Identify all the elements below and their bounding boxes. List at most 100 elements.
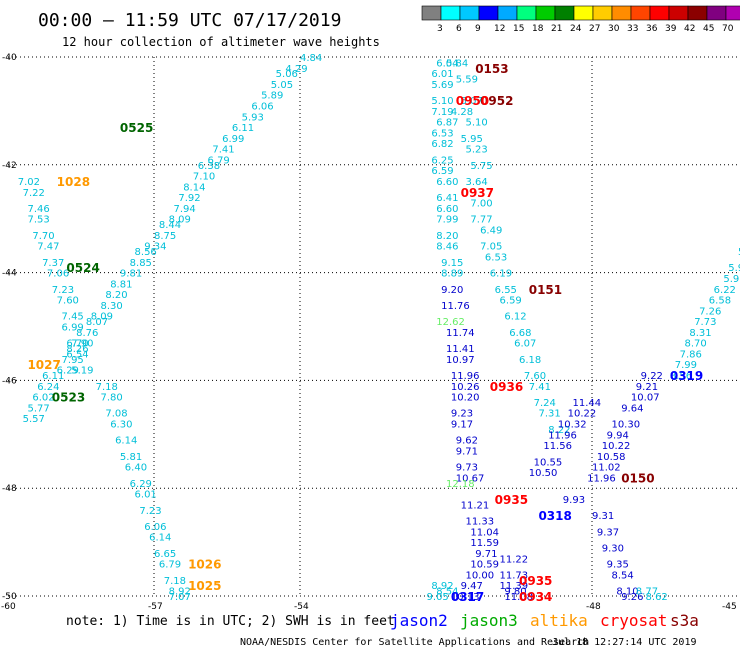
satellite-name: s3a [670,611,699,630]
wave-height-value: 7.05 [480,242,502,253]
wave-height-value: 8.09 [169,215,191,226]
wave-height-value: 6.12 [504,312,526,323]
wave-height-value: 11.02 [592,463,621,474]
wave-height-value: 7.80 [100,393,122,404]
legend-swatch [459,5,480,21]
wave-height-value: 7.41 [212,145,234,156]
pass-time-label: 0150 [621,471,654,485]
wave-height-value: 12.18 [446,479,475,490]
legend-swatch [421,5,442,21]
wave-height-value: 8.22 [548,425,570,436]
wave-height-value: 5.84 [446,58,468,69]
wave-height-value: 12.62 [436,317,465,328]
wave-height-points: 4.844.295.065.055.896.065.936.116.997.41… [18,53,740,603]
chart-subtitle: 12 hour collection of altimeter wave hei… [62,35,380,49]
wave-height-value: 6.79 [159,560,181,571]
legend-label: 15 [513,24,524,34]
wave-height-value: 8.56 [670,371,692,382]
wave-height-value: 6.11 [232,123,254,134]
wave-height-value: 8.07 [86,317,108,328]
wave-height-value: 6.58 [709,296,731,307]
wave-height-value: 10.22 [602,441,631,452]
y-tick-label: -40 [2,53,17,63]
wave-height-value: 7.24 [534,398,556,409]
legend-label: 21 [551,24,562,34]
wave-height-value: 8.20 [105,290,127,301]
wave-height-value: 7.00 [470,199,492,210]
legend-label: 42 [684,24,695,34]
wave-height-value: 10.26 [451,382,480,393]
wave-height-value: 8.09 [91,312,113,323]
wave-height-value: 7.06 [47,269,69,280]
wave-height-value: 10.58 [597,452,626,463]
legend-label: 27 [589,24,600,34]
legend-swatch [611,5,632,21]
wave-height-value: 8.20 [436,231,458,242]
wave-height-value: 6.49 [480,225,502,236]
wave-height-value: 5.23 [465,145,487,156]
wave-height-value: 5.59 [456,75,478,86]
wave-height-value: 8.89 [441,269,463,280]
wave-height-value: 7.46 [27,204,49,215]
wave-height-value: 9.37 [597,527,619,538]
wave-height-value: 7.31 [538,409,560,420]
pass-time-label: 0952 [480,94,513,108]
wave-height-value: 7.23 [139,506,161,517]
wave-height-value: 7.22 [23,188,45,199]
wave-height-value: 5.07 [461,96,483,107]
wave-height-value: 6.87 [436,118,458,129]
footer-timestamp: Jul 18 12:27:14 UTC 2019 [552,637,697,648]
wave-height-value: 7.10 [193,172,215,183]
legend-swatch [687,5,708,21]
wave-height-value: 11.41 [446,344,475,355]
y-tick-label: -48 [2,484,17,494]
pass-time-label: 0153 [475,62,508,76]
legend-label: 70 [722,24,734,34]
wave-height-value: 6.02 [32,393,54,404]
wave-height-value: 9.81 [120,269,142,280]
footer-credit: NOAA/NESDIS Center for Satellite Applica… [240,637,589,648]
wave-height-value: 9.22 [641,371,663,382]
pass-time-label: 0936 [490,380,523,394]
wave-height-value: 5.33 [738,247,740,258]
wave-height-value: 8.92 [169,587,191,598]
wave-height-value: 11.76 [441,301,470,312]
pass-time-label: 0319 [670,369,703,383]
legend-swatch [535,5,556,21]
wave-height-value: 5.10 [465,118,487,129]
wave-height-value: 7.99 [675,360,697,371]
wave-height-value: 9.35 [607,560,629,571]
wave-height-value: 7.90 [71,339,93,350]
wave-height-value: 6.54 [66,349,88,360]
wave-height-value: 7.41 [529,382,551,393]
wave-height-value: 4.84 [300,53,322,64]
wave-height-value: 11.96 [548,430,577,441]
legend-label: 18 [532,24,544,34]
wave-height-value: 6.24 [37,382,59,393]
legend-label: 3 [437,24,443,34]
wave-height-value: 11.59 [470,538,499,549]
wave-height-value: 8.92 [431,581,453,592]
wave-height-value: 7.99 [436,215,458,226]
axis-ticks: -40 -42 -44 -46 -48 -50-60 -57 -54 -48 -45 [1,53,737,612]
wave-height-value: 6.18 [519,355,541,366]
wave-height-value: 6.60 [436,177,458,188]
wave-height-value: 7.95 [62,355,84,366]
wave-height-value: 6.53 [485,252,507,263]
wave-height-value: 11.44 [573,398,602,409]
wave-height-value: 11.96 [451,371,480,382]
wave-height-value: 7.19 [431,107,453,118]
wave-height-value: 3.64 [465,177,487,188]
wave-height-value: 6.07 [514,339,536,350]
wave-height-value: 4.28 [451,107,473,118]
wave-height-value: 9.34 [144,242,166,253]
wave-height-value: 9.80 [504,587,526,598]
wave-height-value: 8.44 [159,220,181,231]
wave-height-value: 7.92 [178,193,200,204]
wave-height-value: 6.22 [714,285,736,296]
wave-height-value: 7.18 [96,382,118,393]
map-grid [8,56,738,597]
y-tick-label: -42 [2,161,17,171]
legend-swatch [649,5,670,21]
x-tick-label: -57 [148,602,163,612]
